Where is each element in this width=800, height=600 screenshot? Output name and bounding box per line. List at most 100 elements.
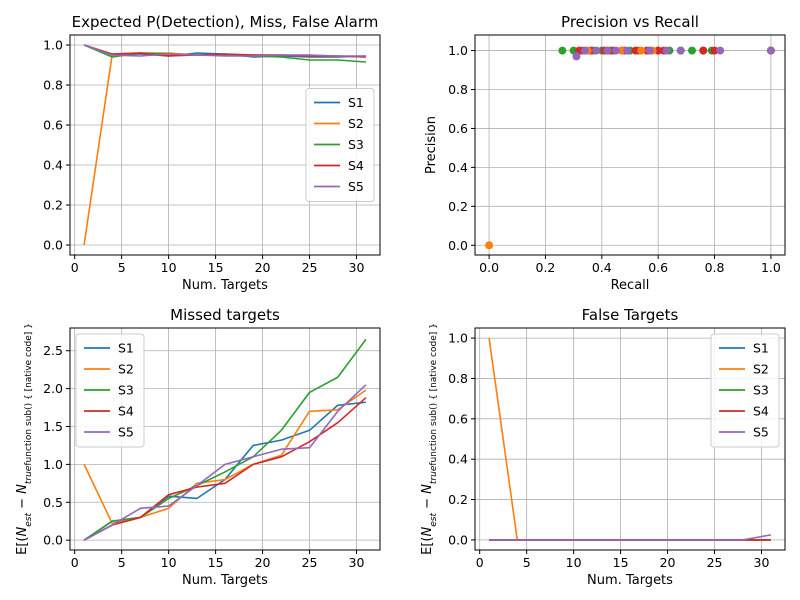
y-tick-label: 1.0 — [448, 43, 468, 58]
[object Object]: E[(Nest − Ntruefunction sub() { [native … — [15, 323, 34, 555]
x-tick-label: 15 — [613, 555, 629, 570]
legend-label-s2: S2 — [348, 116, 364, 131]
y-tick-label: 2.5 — [43, 343, 63, 358]
y-axis-label: Precision — [424, 116, 439, 174]
x-tick-label: 20 — [255, 555, 271, 570]
y-tick-label: 2.0 — [43, 381, 63, 396]
x-tick-label: 15 — [208, 260, 224, 275]
x-tick-label: 0.4 — [592, 260, 612, 275]
legend-label-s2: S2 — [118, 362, 134, 377]
legend-label-s4: S4 — [753, 404, 769, 419]
x-tick-label: 0.0 — [479, 260, 499, 275]
x-axis-label: Num. Targets — [587, 573, 673, 588]
y-tick-label: 0.0 — [43, 533, 63, 548]
y-tick-label: 0.4 — [43, 158, 63, 173]
y-tick-label: 0.5 — [43, 495, 63, 510]
point-s5 — [603, 46, 612, 55]
y-tick-label: 0.0 — [43, 238, 63, 253]
x-tick-label: 25 — [302, 555, 318, 570]
y-tick-label: 0.6 — [43, 118, 63, 133]
x-tick-label: 30 — [349, 555, 365, 570]
point-s4 — [631, 46, 640, 55]
x-axis-label: Num. Targets — [182, 573, 268, 588]
chart-title: Missed targets — [170, 306, 280, 324]
x-axis-label: Recall — [611, 278, 650, 293]
point-s5 — [611, 46, 620, 55]
point-s5 — [766, 46, 775, 55]
y-tick-label: 0.8 — [448, 371, 468, 386]
x-tick-label: 0.8 — [705, 260, 725, 275]
legend-label-s4: S4 — [348, 158, 364, 173]
y-tick-label: 0.0 — [448, 532, 468, 547]
point-s2 — [617, 46, 626, 55]
chart-title: Expected P(Detection), Miss, False Alarm — [72, 13, 379, 31]
legend-label-s2: S2 — [753, 362, 769, 377]
point-s5 — [662, 46, 671, 55]
x-tick-label: 20 — [255, 260, 271, 275]
point-s3 — [558, 46, 567, 55]
point-s4 — [654, 46, 663, 55]
point-s2 — [637, 46, 646, 55]
y-tick-label: 0.4 — [448, 452, 468, 467]
legend-label-s1: S1 — [753, 341, 769, 356]
point-s4 — [699, 46, 708, 55]
series-line-s5 — [83, 44, 366, 57]
x-tick-label: 5 — [118, 260, 126, 275]
x-tick-label: 20 — [660, 555, 676, 570]
y-tick-label: 0.0 — [448, 238, 468, 253]
legend-label-s3: S3 — [118, 383, 134, 398]
x-tick-label: 25 — [302, 260, 318, 275]
point-s3 — [688, 46, 696, 55]
series-line-s5 — [489, 534, 772, 541]
y-tick-label: 0.2 — [448, 199, 468, 214]
x-tick-label: 0 — [71, 260, 79, 275]
y-tick-label: 0.6 — [448, 411, 468, 426]
point-s5 — [580, 46, 589, 55]
series-line-s3 — [83, 44, 366, 63]
y-tick-label: 1.0 — [43, 457, 63, 472]
x-tick-label: 15 — [208, 555, 224, 570]
series-line-s3 — [83, 338, 367, 541]
axes-frame — [474, 34, 786, 256]
point-s5 — [716, 46, 725, 55]
axes-frame — [69, 327, 381, 551]
legend-label-s5: S5 — [118, 425, 134, 440]
y-tick-label: 0.8 — [43, 78, 63, 93]
series-group — [83, 44, 366, 246]
x-tick-label: 0 — [71, 555, 79, 570]
legend-label-s3: S3 — [753, 383, 769, 398]
panel-pr: 0.0 0.2 0.4 0.6 0.8 1.0 0.0 0.2 0.4 0.6 0.8 1.0 Prec… — [424, 13, 786, 293]
legend: S1 S2 S3 S4 S5 — [305, 88, 375, 202]
point-s5 — [676, 46, 685, 55]
legend-label-s5: S5 — [753, 425, 769, 440]
legend-label-s3: S3 — [348, 137, 364, 152]
axes-frame — [69, 34, 381, 256]
y-tick-label: 0.6 — [448, 121, 468, 136]
y-tick-label: 0.2 — [448, 492, 468, 507]
x-tick-label: 1.0 — [761, 260, 781, 275]
legend: S1 S2 S3 S4 S5 — [75, 333, 145, 448]
x-tick-label: 0.6 — [648, 260, 668, 275]
chart-title: Precision vs Recall — [561, 13, 699, 31]
x-tick-label: 10 — [161, 555, 177, 570]
x-tick-label: 5 — [523, 555, 531, 570]
x-tick-label: 0.2 — [536, 260, 556, 275]
x-tick-label: 5 — [118, 555, 126, 570]
point-s4 — [710, 46, 719, 55]
x-tick-label: 10 — [566, 555, 582, 570]
chart-panels: 0 5 10 15 20 25 30 0.0 0.2 0.4 0.6 0.8 1.0 Expected P… — [15, 13, 786, 588]
axes-frame — [474, 327, 786, 551]
series-group — [485, 46, 775, 250]
x-axis-label: Num. Targets — [182, 278, 268, 293]
series-group — [488, 337, 772, 541]
x-tick-label: 10 — [161, 260, 177, 275]
series-line-s5 — [83, 384, 367, 541]
y-tick-label: 1.5 — [43, 419, 63, 434]
panel-false: 0 5 10 15 20 25 30 0.0 0.2 0.4 0.6 0.8 1.0 False Targ… — [420, 306, 786, 588]
y-tick-label: 1.0 — [448, 331, 468, 346]
y-tick-label: 0.2 — [43, 198, 63, 213]
chart-title: False Targets — [582, 306, 679, 324]
x-tick-label: 30 — [754, 555, 770, 570]
